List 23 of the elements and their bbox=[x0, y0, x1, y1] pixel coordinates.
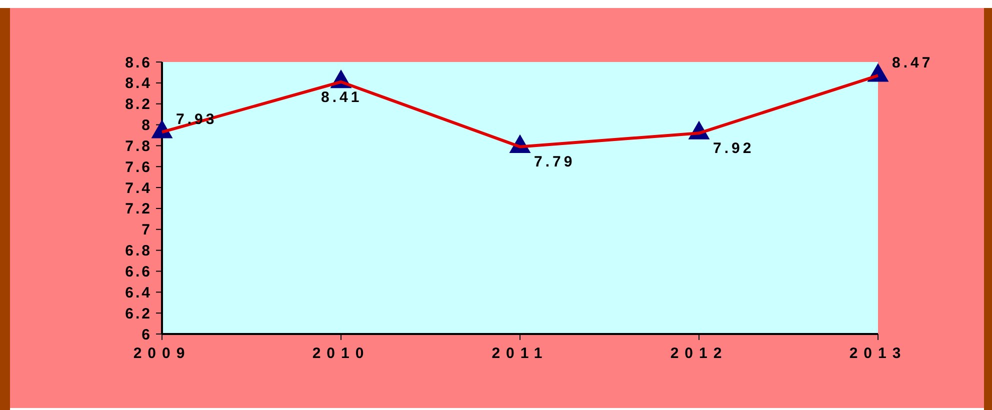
data-label: 8.41 bbox=[321, 88, 362, 106]
y-tick-label: 6 bbox=[142, 326, 152, 344]
y-tick-label: 7.4 bbox=[125, 180, 152, 197]
y-tick-label: 6.8 bbox=[125, 242, 152, 260]
x-tick-label: 2013 bbox=[849, 345, 907, 362]
y-tick-label: 7.8 bbox=[125, 138, 152, 155]
y-tick-label: 6.6 bbox=[125, 263, 152, 280]
x-tick-label: 2009 bbox=[133, 345, 191, 362]
y-tick-label: 8.4 bbox=[125, 75, 152, 92]
y-tick-label: 7.2 bbox=[125, 200, 152, 218]
y-tick-label: 6.4 bbox=[125, 284, 152, 302]
y-tick-label: 7 bbox=[142, 222, 152, 239]
y-tick-label: 8.2 bbox=[125, 96, 152, 114]
y-tick-label: 8 bbox=[142, 117, 152, 134]
y-tick-label: 6.2 bbox=[125, 305, 152, 322]
x-tick-label: 2012 bbox=[670, 345, 728, 362]
data-label: 7.92 bbox=[713, 140, 754, 158]
y-tick-label: 7.6 bbox=[125, 158, 152, 176]
y-tick-label: 8.6 bbox=[125, 54, 152, 72]
x-tick-label: 2011 bbox=[492, 345, 548, 362]
x-tick-label: 2010 bbox=[312, 345, 370, 362]
data-label: 8.47 bbox=[892, 54, 934, 72]
data-label: 7.79 bbox=[534, 154, 576, 171]
